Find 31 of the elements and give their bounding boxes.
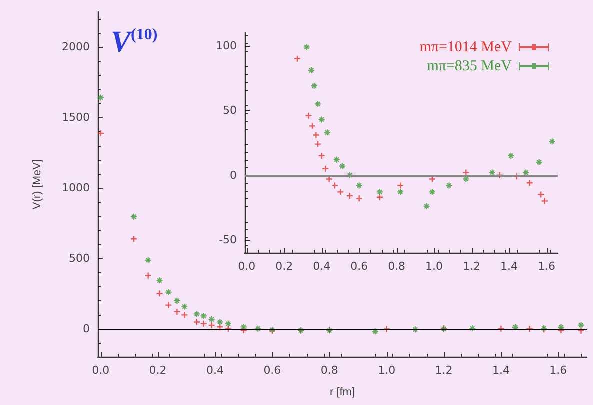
y-tick-label: 100 [216, 39, 237, 52]
y-tick-label: 0 [230, 168, 237, 182]
x-tick-label: 1.4 [500, 260, 518, 273]
x-tick-label: 1.2 [435, 364, 453, 377]
x-tick-label: 0.6 [350, 260, 368, 273]
x-tick-label: 0.2 [276, 260, 294, 273]
x-axis-title: r [fm] [330, 386, 356, 398]
y-tick-label: 2000 [62, 40, 90, 54]
y-tick-label: 1500 [62, 111, 90, 124]
y-tick-label: -50 [219, 234, 237, 247]
x-tick-label: 0.8 [320, 364, 338, 377]
x-tick-label: 1.2 [463, 260, 481, 273]
x-tick-label: 0.2 [149, 364, 167, 377]
x-tick-label: 0.8 [388, 260, 406, 273]
x-tick-label: 0.0 [238, 260, 256, 273]
x-tick-label: 0.0 [92, 364, 110, 377]
x-tick-label: 1.4 [492, 364, 510, 377]
legend-label: mπ=1014 MeV [420, 40, 512, 56]
x-tick-label: 1.0 [378, 364, 396, 377]
x-tick-label: 1.6 [550, 364, 568, 377]
y-axis-title: V(r) [MeV] [32, 159, 44, 210]
x-tick-label: 0.4 [313, 260, 331, 273]
legend-label: mπ=835 MeV [427, 58, 512, 74]
y-tick-label: 500 [69, 252, 90, 265]
y-tick-label: 0 [83, 322, 90, 336]
y-tick-label: 50 [223, 104, 237, 118]
x-tick-label: 1.0 [426, 260, 444, 273]
x-tick-label: 0.4 [206, 364, 224, 377]
x-tick-label: 0.6 [264, 364, 282, 377]
x-tick-label: 1.6 [538, 260, 556, 273]
y-tick-label: 1000 [62, 182, 90, 195]
